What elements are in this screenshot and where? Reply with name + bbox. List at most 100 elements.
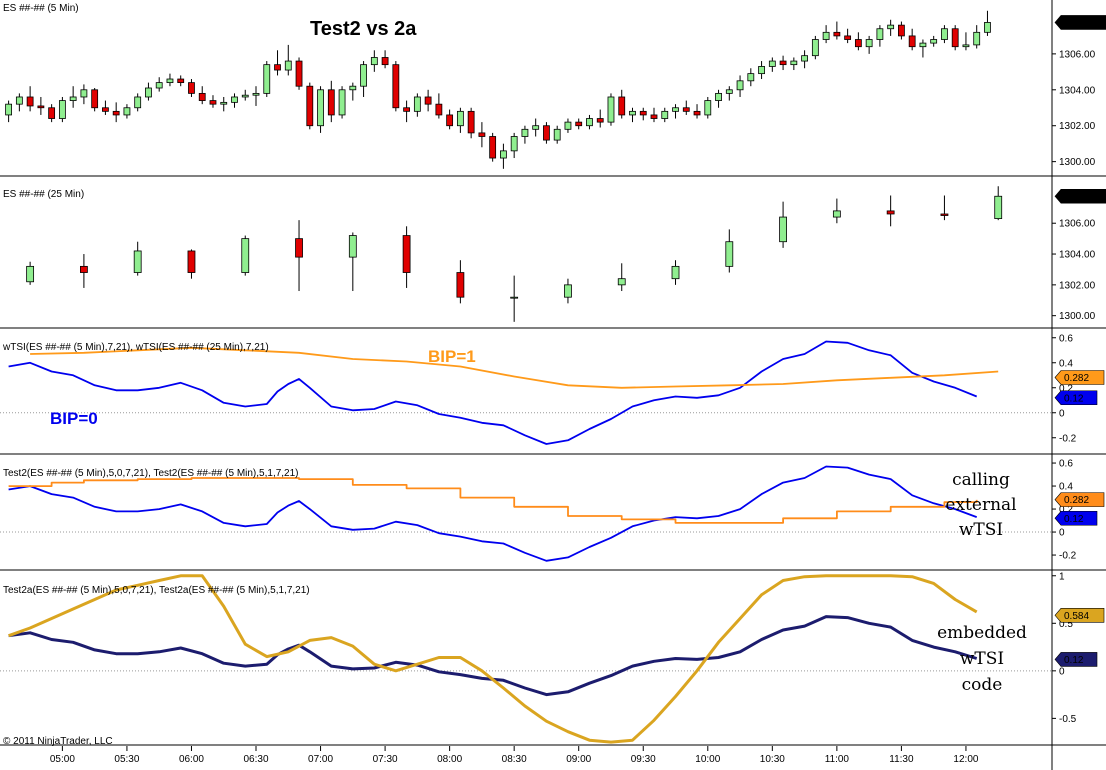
price5-candle-body [241, 94, 249, 98]
price5-candle-body [37, 105, 45, 109]
ann-external-line: calling [952, 470, 1010, 490]
price5-candle-body [553, 128, 561, 141]
wtsi-series-1-last-value-badge [1054, 370, 1105, 385]
price25-candle-body [133, 250, 142, 273]
price5-candle-body [177, 78, 185, 84]
test2a-series-0-line [8, 615, 978, 697]
price5-candle-body [112, 110, 120, 116]
test2-series-1-last-value: 0.282 [1064, 495, 1089, 506]
price5-candle-body [274, 64, 281, 71]
price5-candle-body [295, 60, 303, 87]
price25-y-tick-label: 1306.00 [1059, 219, 1096, 230]
price25-candle-body [456, 272, 465, 298]
price5-candle-body [790, 60, 798, 66]
price5-candle-body [231, 96, 238, 103]
price25-candle-body [241, 238, 250, 273]
price5-candle-body [822, 31, 830, 40]
chart-title: Test2 vs 2a [310, 18, 417, 40]
price5-candle-body [26, 96, 34, 107]
test2-panel-label: Test2(ES ##-## (5 Min),5,0,7,21), Test2(… [3, 468, 299, 479]
test2a-series-1-last-value-badge [1054, 608, 1105, 623]
price5-candle-body [510, 136, 518, 152]
price5-candle-body [779, 60, 787, 66]
price5-candle-body [672, 107, 679, 112]
price25-last-value: 1307.75 [1064, 192, 1101, 203]
price5-candle-body [306, 85, 314, 127]
price5-candle-body [854, 39, 862, 48]
x-tick-label: 08:00 [437, 754, 462, 765]
price5-candle-body [91, 89, 99, 109]
test2-series-0-line [8, 465, 978, 562]
ann-embedded-line: wTSI [960, 649, 1004, 669]
test2-y-tick-label: 0.4 [1059, 482, 1073, 493]
price25-candle-body [80, 265, 88, 273]
bip1-annotation: BIP=1 [428, 347, 476, 366]
price5-candle-body [435, 103, 443, 116]
test2-series-1-last-value-badge [1054, 492, 1105, 507]
price5-candle-body [284, 60, 292, 71]
price5-candle-body [801, 55, 808, 62]
grid-layer [0, 412, 1052, 672]
price5-candle-body [489, 136, 497, 159]
copyright-label: © 2011 NinjaTrader, LLC [3, 736, 113, 747]
price5-candle-body [370, 57, 378, 66]
price5-candle-body [962, 44, 970, 48]
wtsi-y-tick-label: -0.2 [1059, 433, 1077, 444]
price25-y-tick-label: 1300.00 [1059, 311, 1096, 322]
test2-series-0-last-value-badge [1054, 510, 1098, 526]
wtsi-series-0-last-value: 0.12 [1064, 393, 1084, 404]
test2-series-1-line [8, 477, 978, 524]
price5-candle-body [48, 107, 56, 119]
price25-candle-body [832, 210, 841, 218]
wtsi-series-0-line [8, 340, 978, 445]
price25-candle-body [617, 278, 626, 286]
ann-external-line: external [945, 495, 1016, 515]
price25-candle-body [725, 241, 734, 267]
price5-candle-body [349, 85, 357, 91]
price5-candle-body [155, 82, 163, 89]
price25-candle-body [940, 213, 949, 216]
price25-candle-body [779, 216, 787, 243]
price5-candle-body [188, 82, 195, 94]
test2-y-tick-label: 0.6 [1059, 459, 1073, 470]
test2a-y-tick-label: 0 [1059, 666, 1065, 677]
price25-candle-body [402, 235, 411, 273]
price5-candle-body [263, 64, 271, 94]
price5-candle-body [639, 110, 647, 116]
ann-embedded-line: embedded [937, 623, 1027, 643]
price5-last-value: 1307.75 [1064, 18, 1101, 29]
x-tick-label: 11:30 [889, 754, 914, 765]
test2-y-tick-label: 0 [1059, 528, 1065, 539]
price5-candle-body [58, 100, 66, 119]
price5-candle-body [876, 28, 884, 40]
wtsi-y-tick-label: 0.6 [1059, 333, 1073, 344]
wtsi-y-tick-label: 0.2 [1059, 383, 1073, 394]
x-tick-label: 09:30 [631, 754, 656, 765]
price5-candle-body [887, 24, 895, 30]
price5-candle-body [930, 39, 938, 44]
test2a-y-tick-label: -0.5 [1059, 714, 1077, 725]
price25-candle-body [348, 235, 357, 258]
price5-candle-body [381, 57, 389, 66]
price5-candle-body [403, 107, 411, 112]
price5-y-tick-label: 1306.00 [1059, 49, 1096, 60]
x-tick-label: 10:00 [695, 754, 720, 765]
marks-layer [5, 10, 1003, 744]
x-tick-label: 12:00 [953, 754, 978, 765]
x-tick-label: 07:30 [373, 754, 398, 765]
test2-y-tick-label: 0.2 [1059, 505, 1073, 516]
price5-candle-body [198, 92, 206, 101]
price5-candle-body [209, 100, 217, 105]
test2a-series-1-last-value: 0.584 [1064, 611, 1089, 622]
price5-candle-body [951, 28, 959, 48]
price5-candle-body [768, 60, 776, 67]
x-tick-label: 09:00 [566, 754, 591, 765]
price5-candle-body [693, 110, 701, 116]
price5-candle-body [736, 80, 744, 91]
x-tick-label: 06:30 [243, 754, 268, 765]
price5-candle-body [919, 42, 927, 48]
embedded-code-annotation: embedded wTSI code [937, 623, 1027, 695]
price5-y-tick-label: 1300.00 [1059, 157, 1096, 168]
